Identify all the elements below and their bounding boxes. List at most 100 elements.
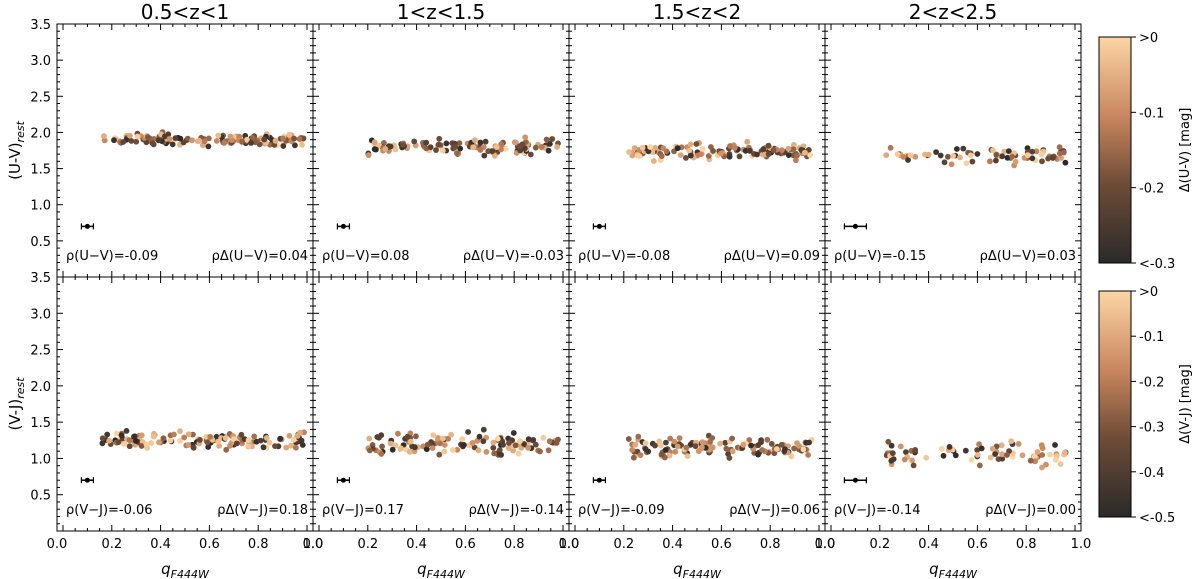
scatter-point <box>907 152 914 159</box>
scatter-point <box>764 436 771 443</box>
x-tick-label: 1.0 <box>815 537 836 552</box>
scatter-point <box>912 447 919 453</box>
panel-row2-col2: ρ(V−J)=0.17 ρΔ(V−J)=-0.14 0.0 0.2 0.4 0.6 0.8 1… <box>303 276 579 579</box>
scatter-point <box>699 146 706 152</box>
scatter-point <box>532 441 539 448</box>
scatter-point <box>999 455 1006 462</box>
scatter-point <box>806 439 812 446</box>
scatter-point <box>204 439 211 446</box>
scatter-point <box>118 432 125 439</box>
error-bar-center <box>596 223 602 229</box>
scatter-point <box>517 147 524 154</box>
scatter-point <box>373 146 379 153</box>
scatter-point <box>709 444 716 451</box>
scatter-point <box>215 438 222 445</box>
scatter-point <box>138 432 145 439</box>
scatter-point <box>257 437 264 444</box>
scatter-point <box>133 438 139 444</box>
scatter-point <box>429 445 436 451</box>
x-axis-label: qF444W <box>417 560 466 579</box>
y-tick-label: 3.5 <box>30 18 51 33</box>
scatter-point <box>126 443 133 450</box>
colorbar-label: Δ(U-V) [mag] <box>1178 108 1193 193</box>
colorbar <box>1098 36 1132 264</box>
scatter-point <box>123 428 130 434</box>
scatter-point <box>128 138 135 144</box>
scatter-point <box>506 440 512 446</box>
scatter-point <box>439 147 446 154</box>
scatter-point <box>510 430 517 436</box>
scatter-point <box>758 437 764 444</box>
scatter-point <box>555 436 561 443</box>
scatter-point <box>674 145 681 152</box>
scatter-point <box>887 144 894 151</box>
colorbar-row1: >0 -0.1 -0.2 <-0.3 Δ(U-V) [mag] <box>1098 31 1193 272</box>
scatter-point <box>683 444 690 451</box>
panel-title: 2<z<2.5 <box>909 0 998 24</box>
x-tick-label: 0.0 <box>303 537 324 552</box>
scatter-point <box>249 134 256 141</box>
scatter-point <box>1008 438 1015 445</box>
scatter-point <box>744 138 751 145</box>
panel-frame <box>824 276 1082 532</box>
scatter-point <box>502 145 509 152</box>
scatter-point <box>248 140 255 146</box>
scatter-point <box>286 432 293 439</box>
scatter-point <box>912 153 919 160</box>
scatter-point <box>189 137 196 144</box>
scatter-point <box>740 441 747 448</box>
scatter-point <box>723 445 730 452</box>
scatter-point <box>1029 155 1036 162</box>
scatter-point <box>950 153 957 159</box>
scatter-point <box>807 152 813 159</box>
scatter-point <box>272 443 278 449</box>
rho-left-label: ρ(V−J)=-0.09 <box>578 503 665 518</box>
scatter-point <box>1033 148 1040 155</box>
scatter-point <box>498 146 504 153</box>
scatter-point <box>545 147 552 154</box>
scatter-point <box>143 441 150 448</box>
panel-frame <box>56 276 314 532</box>
scatter-point <box>650 158 657 164</box>
scatter-point <box>104 431 111 438</box>
scatter-point <box>652 442 658 449</box>
panel-title: 1<z<1.5 <box>397 0 486 24</box>
scatter-point <box>974 151 981 157</box>
scatter-point <box>1005 148 1012 155</box>
scatter-point <box>471 137 478 144</box>
scatter-point <box>177 428 183 434</box>
scatter-point <box>101 137 108 144</box>
scatter-point <box>940 452 947 459</box>
scatter-point <box>987 158 993 165</box>
scatter-point <box>227 442 233 449</box>
scatter-point <box>1062 159 1069 166</box>
scatter-point <box>260 444 267 451</box>
scatter-point <box>448 431 454 438</box>
rho-left-label: ρ(V−J)=-0.06 <box>66 503 153 518</box>
scatter-point <box>788 453 795 460</box>
scatter-point <box>900 154 907 160</box>
scatter-point <box>194 138 201 145</box>
scatter-point <box>99 435 106 442</box>
scatter-point <box>185 431 192 438</box>
scatter-point <box>251 433 258 440</box>
y-axis-label: (V-J)rest <box>6 377 27 431</box>
panel-frame <box>312 276 570 532</box>
y-tick-label: 0.5 <box>30 489 51 504</box>
scatter-point <box>791 445 797 452</box>
scatter-point <box>771 450 778 457</box>
scatter-point <box>676 435 683 441</box>
scatter-point <box>261 136 268 143</box>
scatter-point <box>99 440 106 447</box>
rho-right-label: ρΔ(U−V)=0.09 <box>724 249 820 264</box>
x-tick-label: 0.8 <box>248 537 269 552</box>
scatter-point <box>398 445 404 452</box>
scatter-point <box>754 151 760 158</box>
scatter-point <box>722 439 729 446</box>
scatter-point <box>387 440 394 447</box>
x-tick-label: 0.2 <box>613 537 634 552</box>
colorbar-tick-label: -0.3 <box>1139 421 1164 436</box>
scatter-point <box>513 139 519 146</box>
rho-right-label: ρΔ(V−J)=0.06 <box>729 503 820 518</box>
scatter-point <box>496 447 503 453</box>
